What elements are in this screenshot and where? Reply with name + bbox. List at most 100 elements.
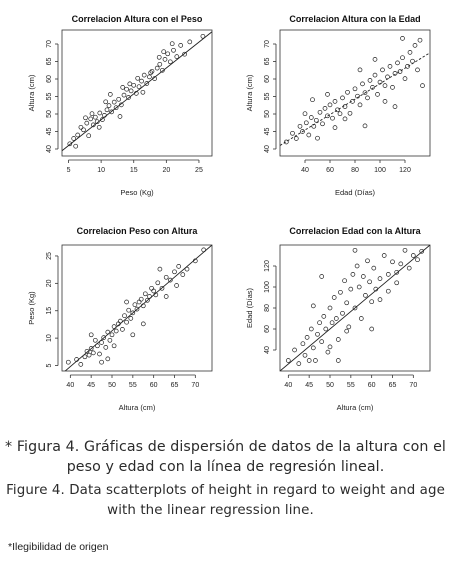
data-point [113, 105, 119, 111]
data-point [178, 43, 184, 48]
data-point [342, 278, 347, 284]
x-tick-label: 45 [305, 382, 313, 389]
data-point [331, 295, 337, 300]
data-point [357, 67, 363, 73]
data-point [398, 261, 404, 267]
panel-edad-altura: Correlacion Edad con la Altura 40 45 50 55 60… [245, 226, 431, 412]
y-tick-label: 60 [264, 325, 271, 333]
data-point [156, 54, 162, 60]
data-point [367, 78, 373, 83]
data-point [344, 328, 350, 334]
data-point [86, 352, 92, 358]
data-point [97, 351, 102, 357]
data-point [335, 107, 340, 113]
y-tick-label: 60 [46, 75, 53, 83]
data-point [157, 266, 163, 272]
data-point [362, 123, 368, 129]
x-tick-label: 80 [351, 167, 359, 174]
data-point [132, 302, 138, 308]
data-point [134, 306, 140, 312]
data-point [352, 305, 358, 311]
data-point [308, 115, 314, 120]
data-point [365, 258, 370, 264]
data-point [155, 280, 161, 286]
data-point [109, 332, 115, 338]
data-point [149, 68, 155, 74]
data-point [285, 358, 291, 363]
data-point [163, 294, 169, 299]
data-point [140, 89, 146, 95]
data-point [337, 111, 343, 117]
data-point [394, 280, 400, 286]
data-point [358, 316, 364, 321]
y-tick-label: 40 [264, 346, 271, 354]
data-point [75, 132, 81, 138]
x-tick-label: 70 [409, 382, 417, 389]
data-point [290, 130, 295, 136]
data-point [140, 321, 146, 327]
data-point [67, 141, 73, 147]
data-point [120, 85, 126, 90]
data-point [100, 117, 105, 122]
data-point [417, 37, 423, 43]
data-point [300, 129, 305, 134]
data-point [105, 356, 111, 362]
data-point [138, 296, 144, 302]
data-point [78, 124, 84, 130]
y-tick-label: 80 [264, 304, 271, 312]
data-point [165, 51, 171, 57]
y-axis-label: Altura (cm) [27, 74, 36, 111]
data-point [420, 83, 425, 88]
data-point [352, 247, 358, 253]
data-point [111, 343, 117, 349]
data-point [90, 350, 96, 356]
data-point [304, 335, 310, 340]
data-point [141, 72, 147, 78]
data-point [310, 345, 316, 351]
data-point [124, 319, 129, 325]
regression-line [280, 245, 430, 371]
data-point [333, 316, 339, 321]
data-point [390, 85, 395, 90]
data-point [371, 265, 377, 271]
caption-spanish-line-1: * Figura 4. Gráficas de dispersión de da… [5, 439, 446, 455]
data-point [88, 332, 94, 338]
chart-title: Correlacion Peso con Altura [77, 226, 199, 236]
y-tick-label: 120 [264, 260, 271, 272]
y-tick-label: 40 [46, 145, 53, 153]
x-tick-label: 65 [389, 382, 397, 389]
data-point [169, 41, 175, 47]
data-point [81, 127, 86, 133]
data-point [306, 132, 312, 138]
data-point [380, 67, 385, 73]
data-point [88, 116, 94, 122]
data-point [139, 78, 144, 84]
data-point [86, 133, 92, 139]
data-point [335, 358, 341, 363]
caption-english: Figure 4. Data scatterplots of height in… [0, 481, 451, 521]
data-point [171, 47, 176, 53]
panel-peso-altura: Correlacion Peso con Altura 40 45 50 55 60 65 7… [27, 226, 213, 412]
data-point [360, 81, 365, 87]
data-point [325, 349, 331, 355]
data-point [385, 288, 391, 294]
data-point [395, 60, 400, 66]
x-tick-label: 45 [87, 382, 95, 389]
data-point [362, 90, 368, 96]
data-point [117, 114, 123, 119]
data-point [365, 95, 370, 101]
data-point [73, 143, 79, 149]
x-tick-label: 100 [374, 167, 386, 174]
data-point [321, 314, 327, 319]
data-point [382, 83, 388, 88]
y-tick-label: 100 [264, 281, 271, 293]
y-tick-label: 10 [46, 334, 53, 342]
x-tick-label: 40 [284, 382, 292, 389]
data-point [315, 331, 320, 337]
x-tick-label: 60 [368, 382, 376, 389]
data-point [323, 326, 329, 332]
y-tick-label: 5 [46, 363, 53, 367]
data-point [157, 61, 163, 67]
data-point [405, 64, 410, 69]
data-point [176, 264, 182, 269]
